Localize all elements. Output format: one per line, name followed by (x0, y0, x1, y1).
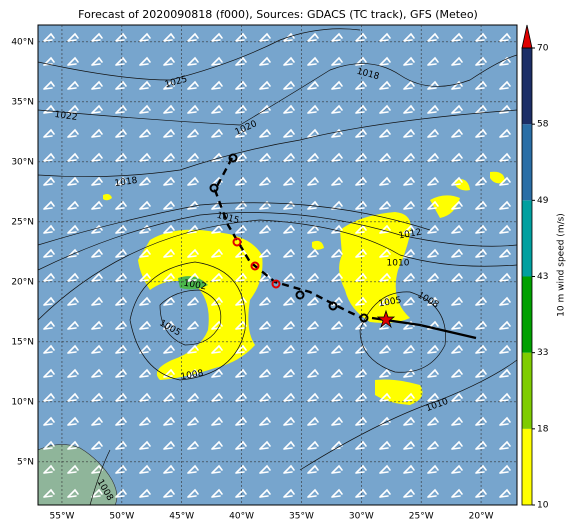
contour-label: 1022 (54, 110, 78, 123)
x-tick-label: 25°W (409, 512, 434, 522)
colorbar-tick-label: 49 (537, 196, 549, 206)
x-tick-label: 40°W (229, 512, 254, 522)
y-tick-label: 30°N (11, 157, 34, 167)
colorbar-tick-label: 58 (537, 120, 549, 130)
y-tick-label: 20°N (11, 277, 34, 287)
colorbar-segment (522, 276, 532, 353)
map-title: Forecast of 2020090818 (f000), Sources: … (78, 8, 478, 21)
y-tick-label: 25°N (11, 217, 34, 227)
colorbar-tick-label: 33 (537, 348, 548, 358)
y-tick-label: 15°N (11, 337, 34, 347)
colorbar-segment (522, 200, 532, 277)
contour-label: 1002 (183, 279, 207, 293)
colorbar-label: 10 m wind speed (m/s) (557, 213, 567, 317)
contour-label: 1005 (378, 296, 402, 310)
x-tick-label: 20°W (469, 512, 494, 522)
contour-label: 1008 (180, 369, 205, 383)
map-frame (37, 24, 518, 506)
colorbar-tick-label: 70 (537, 44, 549, 54)
y-tick-label: 40°N (11, 37, 34, 47)
storm-position (376, 309, 396, 329)
x-tick-label: 35°W (289, 512, 314, 522)
colorbar-segment (522, 428, 532, 505)
colorbar-segment (522, 48, 532, 125)
colorbar-extend (521, 24, 533, 49)
colorbar-segment (522, 124, 532, 201)
y-tick-label: 10°N (11, 397, 34, 407)
x-tick-label: 30°W (349, 512, 374, 522)
colorbar-segment (522, 352, 532, 429)
contour-label: 1012 (398, 228, 422, 242)
colorbar-tick-label: 10 (537, 501, 549, 511)
x-tick-label: 45°W (169, 512, 194, 522)
storm-symbols-strong (232, 237, 281, 289)
x-tick-label: 55°W (50, 512, 75, 522)
isobars (38, 28, 517, 505)
colorbar-tick-label: 18 (537, 424, 549, 434)
storm-symbols (209, 153, 369, 323)
y-tick-label: 35°N (11, 97, 34, 107)
wind-barbs (38, 25, 517, 505)
colorbar-tick-label: 43 (537, 272, 548, 282)
y-tick-label: 5°N (17, 457, 34, 467)
map-area: 1025102210201018101810151012101010101008… (38, 25, 517, 505)
contour-label: 1010 (387, 259, 410, 269)
contour-label: 1018 (114, 176, 138, 189)
x-tick-label: 50°W (109, 512, 134, 522)
